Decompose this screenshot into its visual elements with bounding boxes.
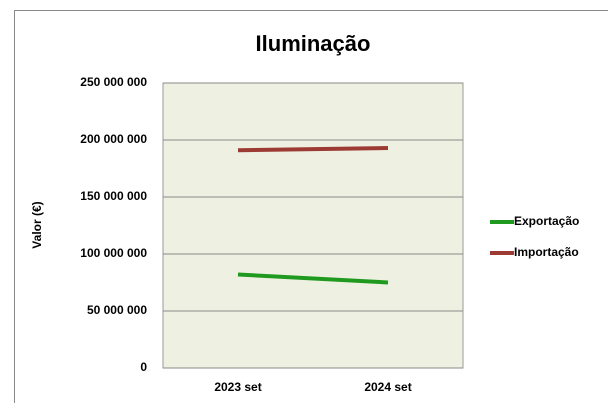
- chart-title: Iluminação: [256, 31, 371, 56]
- y-tick-label: 0: [140, 360, 147, 374]
- y-tick-label: 200 000 000: [80, 132, 147, 146]
- x-tick-label: 2023 set: [214, 380, 261, 394]
- y-tick-label: 150 000 000: [80, 189, 147, 203]
- y-tick-label: 50 000 000: [87, 303, 147, 317]
- line-series: [237, 145, 389, 153]
- line-series: [237, 272, 389, 285]
- x-tick-label: 2024 set: [364, 380, 411, 394]
- y-tick-label: 250 000 000: [80, 75, 147, 89]
- legend-label: Importação: [514, 245, 579, 259]
- y-axis-label: Valor (€): [30, 201, 44, 248]
- y-tick-label: 100 000 000: [80, 246, 147, 260]
- plot-area: [162, 82, 464, 369]
- legend-label: Exportação: [514, 214, 579, 228]
